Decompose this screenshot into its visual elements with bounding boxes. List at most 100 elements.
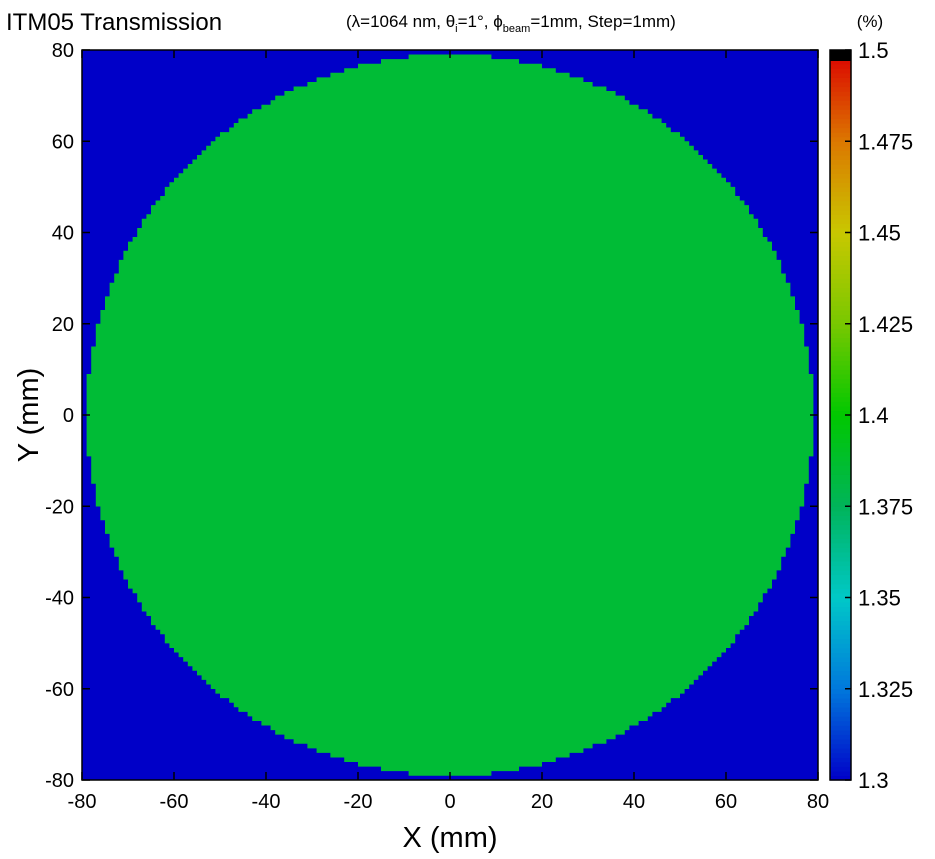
colorbar-strip xyxy=(830,592,851,599)
colorbar-strip xyxy=(830,173,851,179)
colorbar-strip xyxy=(830,579,851,585)
subtitle-phi: ϕ xyxy=(493,12,503,31)
colorbar-strip xyxy=(830,91,851,97)
colorbar-strip xyxy=(830,529,851,535)
chart-subtitle: (λ=1064 nm, θi=1°, ϕbeam=1mm, Step=1mm) xyxy=(346,12,676,35)
colorbar-strip xyxy=(830,693,851,699)
colorbar-strip xyxy=(830,615,851,621)
colorbar-strip xyxy=(830,451,851,457)
colorbar-strip xyxy=(830,177,851,183)
colorbar-strip xyxy=(830,337,851,343)
heatmap-layer xyxy=(82,50,818,780)
colorbar-strip xyxy=(830,743,851,749)
colorbar-tick-label: 1.475 xyxy=(858,129,913,154)
colorbar-strip xyxy=(830,524,851,530)
colorbar-strip xyxy=(830,378,851,384)
colorbar-strip xyxy=(830,323,851,329)
colorbar-strip xyxy=(830,602,851,608)
x-axis: -80 -60 -40 -20 0 20 40 60 80 xyxy=(68,50,829,813)
colorbar-strip xyxy=(830,770,851,777)
colorbar-strip xyxy=(830,665,851,672)
colorbar-strip xyxy=(830,328,851,334)
colorbar-strip xyxy=(830,132,851,138)
colorbar-strip xyxy=(830,729,851,735)
colorbar-strip xyxy=(830,136,851,142)
colorbar-strip xyxy=(830,748,851,754)
colorbar-strip xyxy=(830,278,851,284)
colorbar-strip xyxy=(830,392,851,398)
colorbar-strip xyxy=(830,300,851,307)
colorbar-strip xyxy=(830,104,851,110)
colorbar-strip xyxy=(830,401,851,407)
colorbar-strip xyxy=(830,145,851,151)
colorbar-strip xyxy=(830,159,851,165)
colorbar-tick-label: 1.4 xyxy=(858,403,889,428)
colorbar-strip xyxy=(830,606,851,612)
colorbar-strip xyxy=(830,734,851,740)
colorbar-strip xyxy=(830,296,851,302)
x-tick-label: 40 xyxy=(623,791,645,813)
x-tick-label: -60 xyxy=(160,791,189,813)
colorbar-tick-label: 1.45 xyxy=(858,221,901,246)
colorbar-strip xyxy=(830,364,851,370)
colorbar-strip xyxy=(830,214,851,220)
subtitle-phi-sub: beam xyxy=(503,23,531,35)
y-tick-label: -80 xyxy=(45,770,74,792)
colorbar-strip xyxy=(830,542,851,548)
colorbar-strip xyxy=(830,250,851,256)
colorbar-strip xyxy=(830,775,851,781)
heatmap-disc xyxy=(86,54,814,776)
colorbar-strip xyxy=(830,478,851,485)
colorbar-strip xyxy=(830,291,851,297)
colorbar-strip xyxy=(830,168,851,174)
colorbar-strip xyxy=(830,679,851,685)
y-tick-label: 80 xyxy=(52,40,74,62)
colorbar-strip xyxy=(830,264,851,270)
colorbar-strip xyxy=(830,766,851,772)
subtitle-theta: θ xyxy=(446,12,455,31)
colorbar-strip xyxy=(830,200,851,206)
colorbar-strip xyxy=(830,474,851,480)
colorbar-strip xyxy=(830,373,851,380)
x-tick-label: -80 xyxy=(68,791,97,813)
colorbar-strip xyxy=(830,561,851,567)
x-tick-label: 20 xyxy=(531,791,553,813)
colorbar-strip xyxy=(830,661,851,667)
colorbar-strip xyxy=(830,273,851,279)
colorbar-strip xyxy=(830,342,851,348)
colorbar-strip xyxy=(830,547,851,553)
y-tick-label: 20 xyxy=(52,314,74,336)
x-tick-label: 60 xyxy=(715,791,737,813)
colorbar-strip xyxy=(830,118,851,124)
colorbar-strip xyxy=(830,154,851,161)
colorbar-strip xyxy=(830,652,851,658)
colorbar-strip xyxy=(830,624,851,631)
colorbar-strip xyxy=(830,227,851,234)
y-axis-label: Y (mm) xyxy=(13,368,45,463)
colorbar-strip xyxy=(830,100,851,106)
colorbar-strip xyxy=(830,346,851,352)
colorbar-strip xyxy=(830,684,851,690)
colorbar-strip xyxy=(830,81,851,88)
colorbar-strip xyxy=(830,109,851,115)
colorbar-strip xyxy=(830,620,851,626)
colorbar-strip xyxy=(830,643,851,649)
x-tick-label: -40 xyxy=(252,791,281,813)
colorbar-strip xyxy=(830,711,851,717)
colorbar-strip xyxy=(830,123,851,129)
colorbar-strip xyxy=(830,218,851,224)
colorbar-strip xyxy=(830,428,851,434)
colorbar-strip xyxy=(830,113,851,120)
colorbar-strip xyxy=(830,419,851,425)
colorbar-strip xyxy=(830,332,851,339)
colorbar-strip xyxy=(830,574,851,580)
colorbar-strip xyxy=(830,383,851,389)
colorbar-strip xyxy=(830,647,851,653)
chart-title-group: ITM05 Transmission (λ=1064 nm, θi=1°, ϕb… xyxy=(6,9,676,36)
colorbar-strip xyxy=(830,182,851,188)
colorbar-strip xyxy=(830,675,851,681)
colorbar-strip xyxy=(830,396,851,402)
colorbar-strip xyxy=(830,205,851,211)
